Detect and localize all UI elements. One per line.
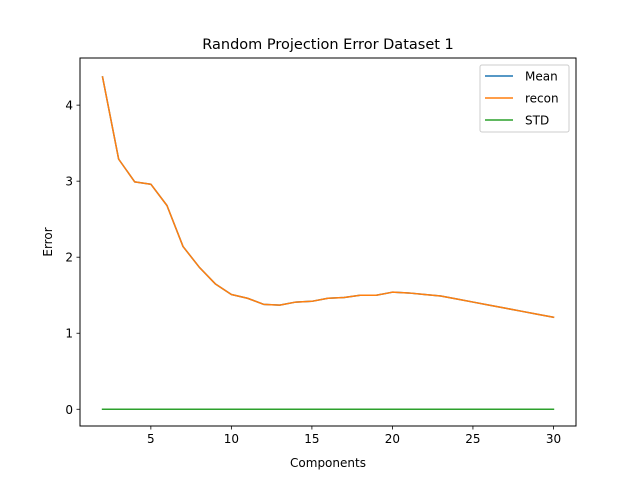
y-tick-label: 3 bbox=[65, 175, 73, 189]
x-axis: 5 10 15 20 25 30 bbox=[147, 426, 561, 446]
plot-area-frame bbox=[79, 57, 577, 427]
y-axis: 0 1 2 3 4 bbox=[65, 99, 80, 417]
series-layer bbox=[101, 76, 555, 411]
legend: Mean recon STD bbox=[479, 64, 570, 133]
y-tick-label: 1 bbox=[65, 327, 73, 341]
legend-label-recon: recon bbox=[525, 92, 559, 106]
y-tick-label: 2 bbox=[65, 251, 73, 265]
legend-box bbox=[479, 64, 570, 133]
series-line-recon bbox=[101, 76, 555, 319]
legend-label-std: STD bbox=[525, 114, 549, 128]
x-tick-label: 15 bbox=[304, 432, 319, 446]
y-axis-label: Error bbox=[41, 227, 55, 256]
x-tick-label: 5 bbox=[147, 432, 155, 446]
x-tick-label: 20 bbox=[385, 432, 400, 446]
x-axis-label: Components bbox=[290, 456, 366, 470]
legend-label-mean: Mean bbox=[525, 70, 558, 84]
y-tick-label: 4 bbox=[65, 99, 73, 113]
chart-title: Random Projection Error Dataset 1 bbox=[202, 37, 454, 53]
x-tick-label: 10 bbox=[224, 432, 239, 446]
y-tick-label: 0 bbox=[65, 403, 73, 417]
x-tick-label: 30 bbox=[546, 432, 561, 446]
x-tick-label: 25 bbox=[465, 432, 480, 446]
